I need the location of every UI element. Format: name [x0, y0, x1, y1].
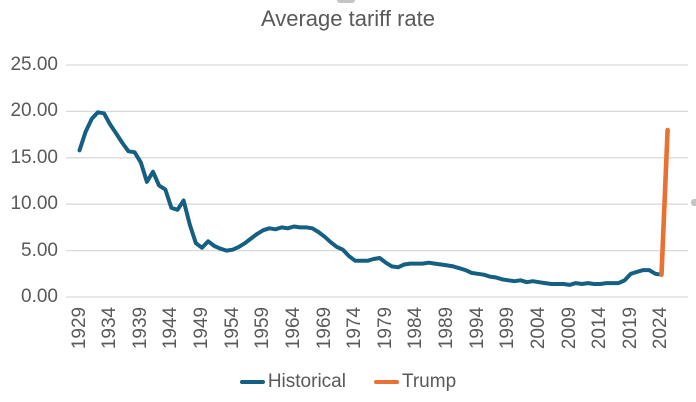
y-axis-tick-label: 20.00	[10, 100, 58, 122]
x-axis-tick-label: 1929	[68, 306, 90, 350]
x-axis-tick-label: 2024	[650, 306, 672, 350]
legend: Historical Trump	[0, 369, 696, 395]
legend-item-trump[interactable]: Trump	[373, 371, 457, 393]
legend-swatch-trump	[373, 380, 399, 384]
x-axis-tick-label: 1944	[160, 306, 182, 350]
x-axis-tick-label: 1994	[466, 306, 488, 350]
series-lines	[77, 110, 670, 287]
chart-title[interactable]: Average tariff rate	[260, 6, 436, 31]
y-axis-tick-label: 10.00	[10, 193, 58, 215]
chart-selection-handle-right[interactable]	[691, 199, 696, 206]
x-axis-tick-label: 1964	[282, 306, 304, 350]
legend-label-trump: Trump	[401, 371, 457, 392]
x-axis-tick-label: 1974	[344, 306, 366, 350]
x-axis-tick-label: 1999	[497, 306, 519, 350]
gridlines	[66, 64, 688, 298]
y-axis-tick-label: 0.00	[21, 286, 58, 307]
x-axis-tick-label: 1949	[191, 306, 213, 350]
legend-swatch-historical	[239, 380, 265, 384]
x-axis-tick-label: 1989	[436, 306, 458, 350]
x-axis-tick-label: 2014	[589, 306, 611, 350]
legend-label-historical: Historical	[267, 371, 346, 392]
x-axis-tick-label: 1954	[221, 306, 243, 350]
y-axis-tick-label: 25.00	[10, 54, 58, 75]
trump-line[interactable]	[659, 127, 670, 278]
x-axis-tick-label: 2009	[558, 306, 580, 350]
y-axis-tick-label: 15.00	[10, 146, 58, 168]
y-axis-tick-label: 5.00	[21, 239, 58, 261]
x-axis-tick-label: 1984	[405, 306, 427, 350]
chart-selection-handle-top[interactable]	[337, 0, 355, 3]
x-axis-tick-label: 1969	[313, 306, 335, 350]
x-axis-tick-label: 1939	[129, 306, 151, 350]
legend-item-historical[interactable]: Historical	[239, 371, 346, 393]
x-axis-tick-label: 1934	[99, 306, 121, 350]
x-axis-tick-label: 2019	[619, 306, 641, 350]
x-axis-tick-label: 1959	[252, 306, 274, 350]
x-axis-tick-label: 1979	[374, 306, 396, 350]
historical-line[interactable]	[77, 110, 664, 287]
x-axis-tick-label: 2004	[527, 306, 549, 350]
